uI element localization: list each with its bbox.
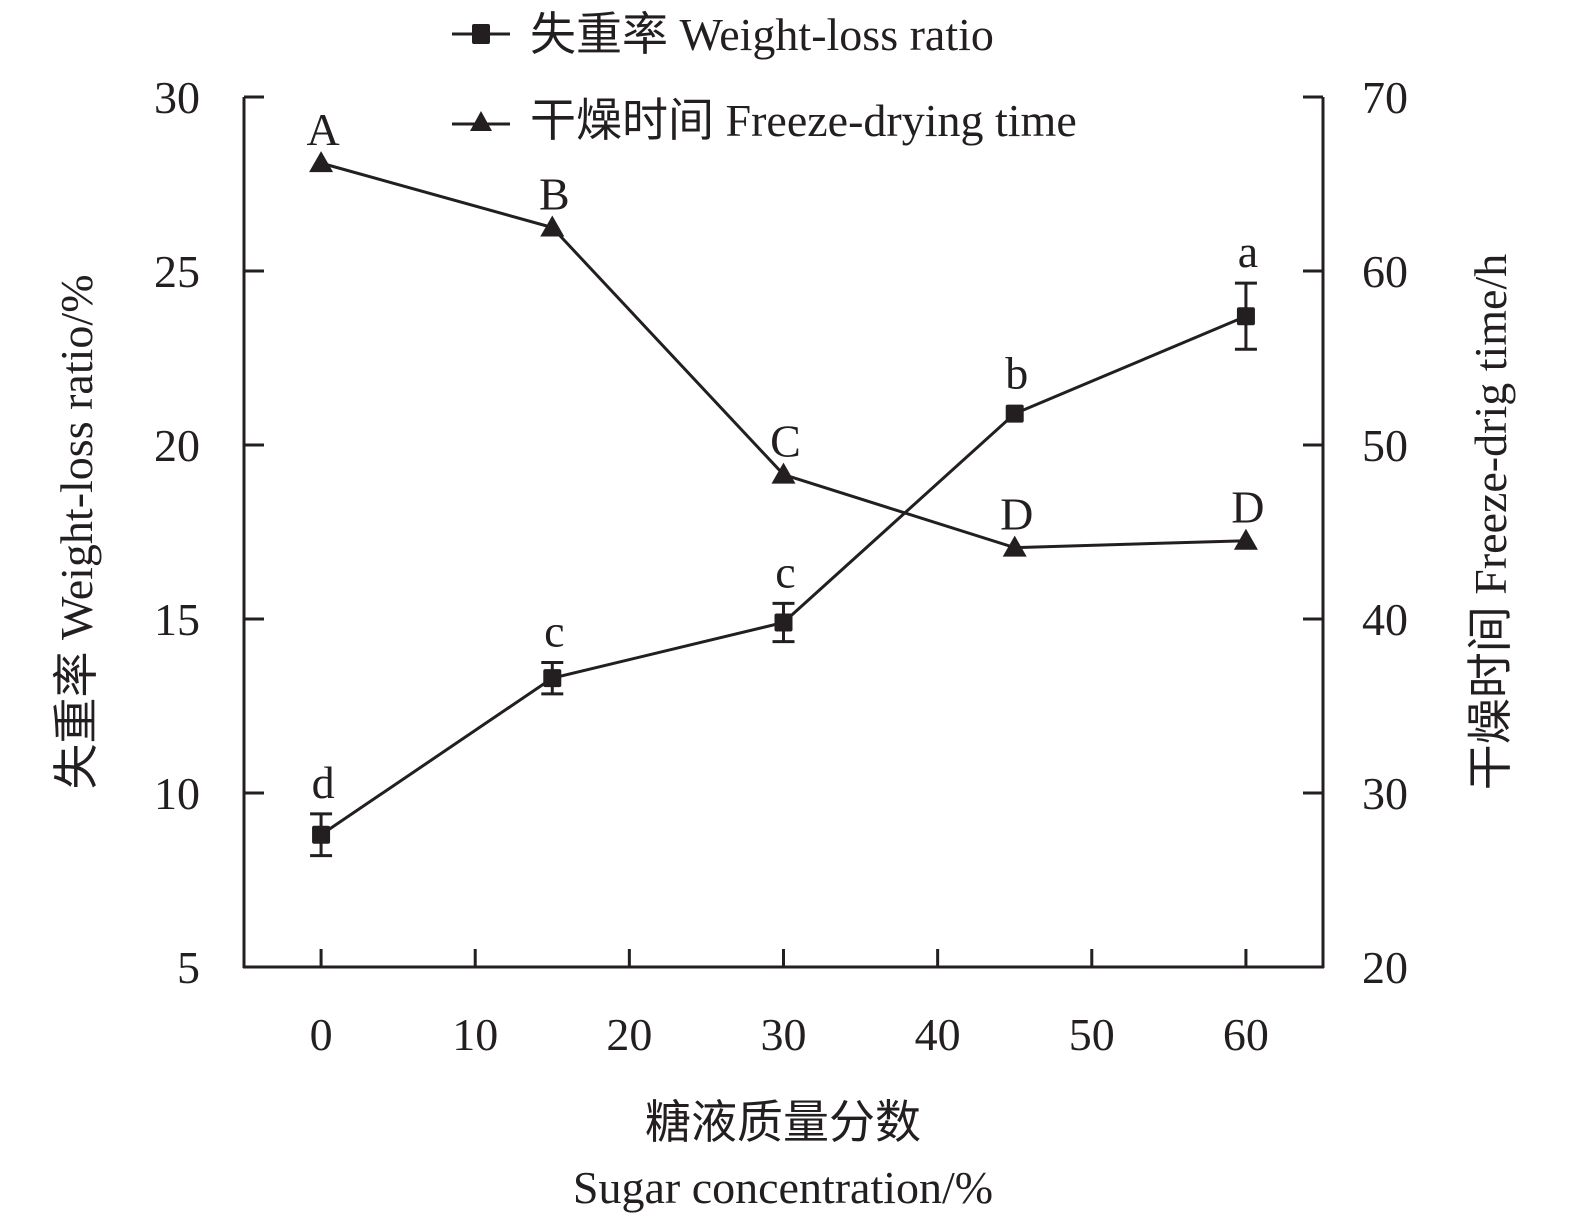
- data-point-triangle: [309, 151, 334, 173]
- series-weight-loss-ratio: d c c b a: [310, 226, 1258, 858]
- legend-label-drying-time: 干燥时间 Freeze-drying time: [530, 95, 1077, 146]
- x-axis-ticks: 0 10 20 30 40 50 60: [310, 949, 1269, 1060]
- data-point-square: [543, 669, 562, 688]
- significance-label: d: [312, 757, 335, 808]
- right-tick-label: 30: [1362, 768, 1408, 819]
- significance-label: c: [544, 606, 564, 657]
- significance-label: b: [1005, 348, 1028, 399]
- data-point-triangle: [771, 462, 796, 484]
- left-tick-label: 30: [154, 72, 200, 123]
- x-tick-label: 60: [1223, 1009, 1269, 1060]
- legend-item-weight-loss: 失重率 Weight-loss ratio: [452, 9, 994, 60]
- data-point-square: [312, 825, 331, 844]
- series-freeze-drying-time: A B C D D: [306, 104, 1265, 557]
- left-tick-label: 10: [154, 768, 200, 819]
- right-tick-label: 50: [1362, 420, 1408, 471]
- legend-item-drying-time: 干燥时间 Freeze-drying time: [452, 95, 1077, 146]
- series-layer: d c c b a A B C D D: [306, 104, 1265, 858]
- significance-label: D: [1000, 489, 1033, 540]
- significance-label: c: [775, 546, 795, 597]
- left-axis-ticks: 5 10 15 20 25 30: [154, 72, 264, 993]
- data-point-triangle: [1233, 528, 1258, 550]
- y-axis-left-title: 失重率 Weight-loss ratio/%: [51, 274, 102, 789]
- x-axis-title-cn: 糖液质量分数: [645, 1097, 921, 1148]
- x-tick-label: 10: [452, 1009, 498, 1060]
- data-point-triangle: [1002, 535, 1027, 557]
- right-tick-label: 60: [1362, 246, 1408, 297]
- x-tick-label: 0: [310, 1009, 333, 1060]
- data-point-square: [1236, 307, 1255, 326]
- right-tick-label: 20: [1362, 942, 1408, 993]
- right-tick-label: 40: [1362, 594, 1408, 645]
- y-axis-right-title: 干燥时间 Freeze-drig time/h: [1465, 254, 1516, 791]
- significance-label: D: [1231, 482, 1264, 533]
- data-point-square: [774, 613, 793, 632]
- significance-label: A: [306, 104, 339, 155]
- right-tick-label: 70: [1362, 72, 1408, 123]
- x-tick-label: 30: [761, 1009, 807, 1060]
- data-point-triangle: [540, 215, 565, 237]
- legend-label-weight-loss: 失重率 Weight-loss ratio: [530, 9, 994, 60]
- significance-label: C: [770, 416, 801, 467]
- right-axis-ticks: 20 30 40 50 60 70: [1303, 72, 1408, 993]
- left-tick-label: 5: [177, 942, 200, 993]
- legend-square-marker-icon: [472, 24, 490, 44]
- left-tick-label: 20: [154, 420, 200, 471]
- data-point-square: [1005, 404, 1024, 423]
- significance-label: B: [539, 169, 570, 220]
- axes: 5 10 15 20 25 30 20 30 40 50 60 70 0 10 20 30 40 50 60: [154, 72, 1408, 1060]
- significance-label: a: [1238, 226, 1258, 277]
- x-tick-label: 20: [606, 1009, 652, 1060]
- x-tick-label: 40: [915, 1009, 961, 1060]
- left-tick-label: 25: [154, 246, 200, 297]
- x-axis-title-en: Sugar concentration/%: [573, 1162, 993, 1213]
- left-tick-label: 15: [154, 594, 200, 645]
- x-tick-label: 50: [1069, 1009, 1115, 1060]
- legend: 失重率 Weight-loss ratio 干燥时间 Freeze-drying…: [452, 9, 1077, 146]
- legend-triangle-marker-icon: [470, 111, 492, 131]
- series-line: [320, 161, 1246, 550]
